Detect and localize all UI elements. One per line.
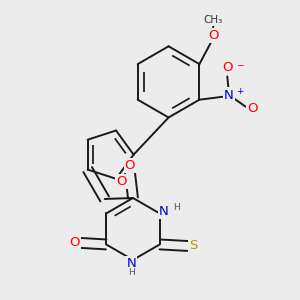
Text: N: N bbox=[127, 257, 136, 270]
Text: S: S bbox=[189, 239, 197, 253]
Text: +: + bbox=[236, 86, 243, 95]
Text: H: H bbox=[173, 203, 180, 212]
Text: O: O bbox=[69, 236, 80, 249]
Text: N: N bbox=[159, 206, 168, 218]
Text: CH₃: CH₃ bbox=[204, 15, 223, 25]
Text: O: O bbox=[223, 61, 233, 74]
Text: −: − bbox=[236, 60, 243, 69]
Text: O: O bbox=[124, 159, 135, 172]
Text: N: N bbox=[224, 88, 234, 101]
Text: H: H bbox=[128, 268, 135, 278]
Text: O: O bbox=[116, 175, 127, 188]
Text: O: O bbox=[248, 102, 258, 115]
Text: O: O bbox=[208, 29, 219, 42]
